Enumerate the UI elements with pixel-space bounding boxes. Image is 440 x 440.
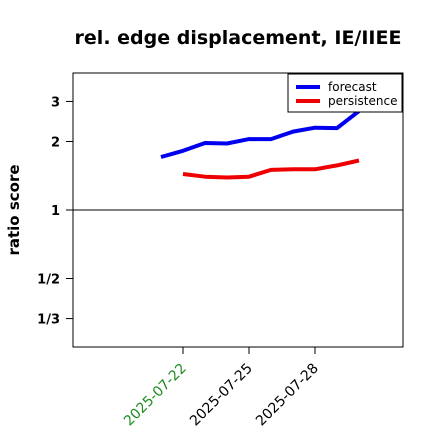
y-tick-label: 1/3 (37, 313, 60, 328)
y-axis-label: ratio score (5, 164, 23, 255)
series-line-forecast (160, 109, 361, 159)
legend: forecast persistence (287, 73, 403, 113)
legend-box (287, 73, 403, 113)
y-tick-label: 3 (51, 95, 60, 110)
series-line-persistence (182, 158, 360, 180)
x-tick-label: 2025-07-25 (187, 361, 256, 430)
legend-forecast-label: forecast (328, 80, 377, 94)
x-tick-label: 2025-07-28 (253, 361, 322, 430)
legend-persistence-label: persistence (328, 94, 397, 108)
x-tick-label: 2025-07-22 (121, 361, 190, 430)
y-tick-label: 2 (51, 136, 60, 151)
y-tick-label: 1/2 (37, 273, 60, 288)
y-tick-label: 1 (51, 204, 60, 219)
chart-title: rel. edge displacement, IE/IIEE (75, 27, 402, 49)
